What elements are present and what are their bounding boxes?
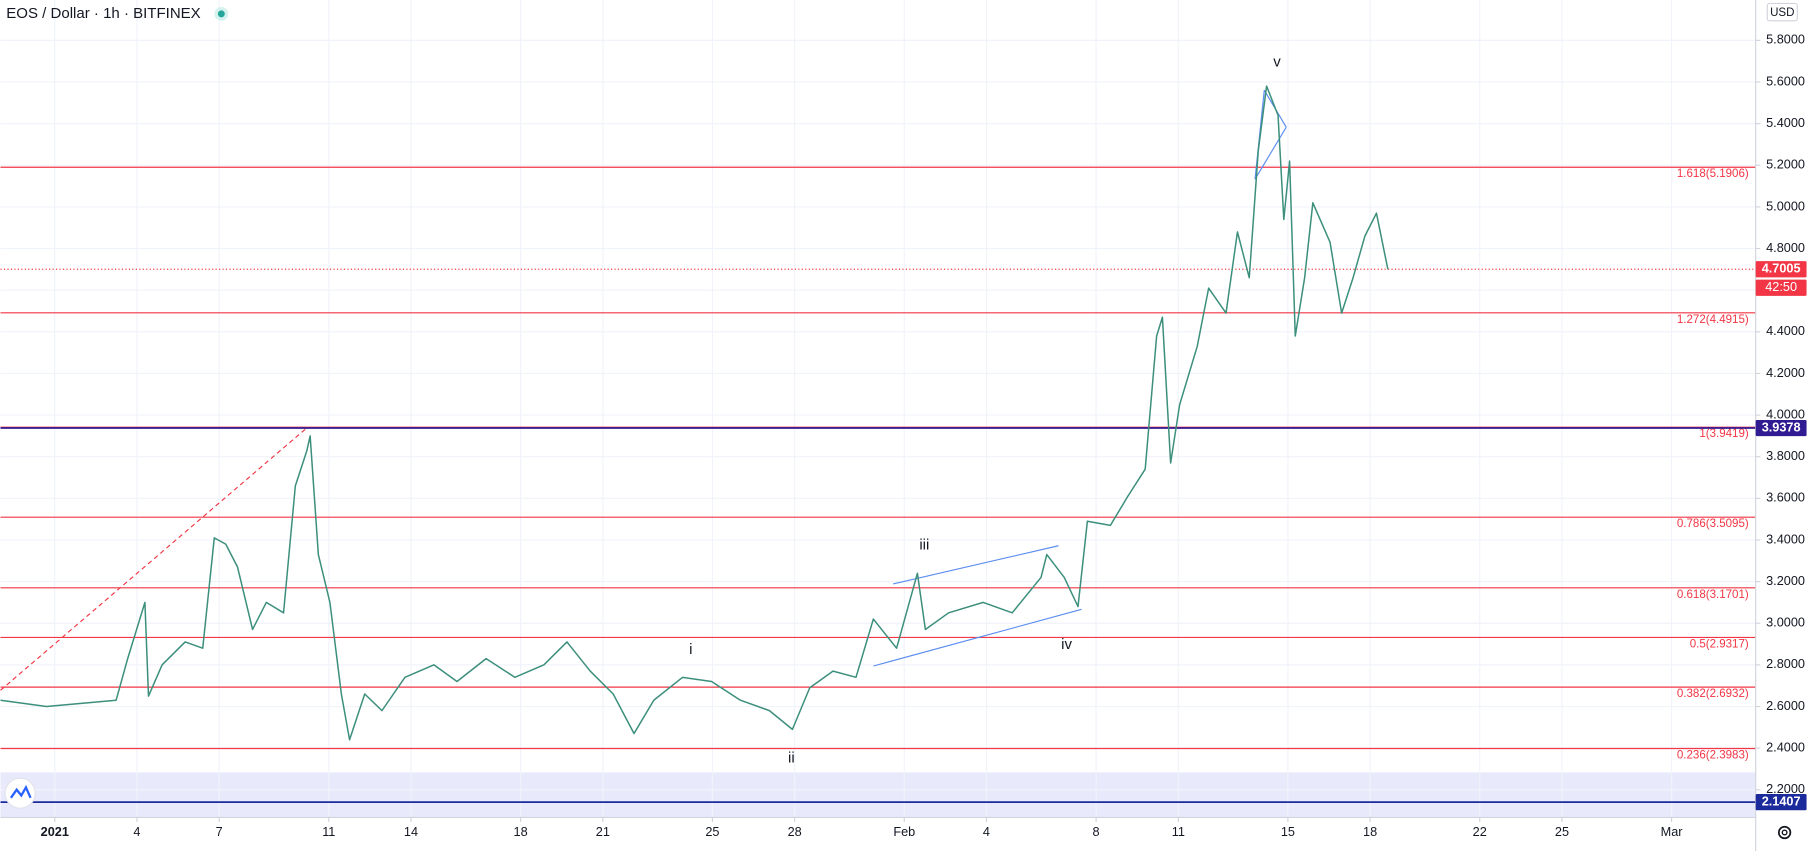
y-tick-label: 2.2000 [1766, 781, 1805, 796]
fib-level-label: 0.618(3.1701) [1677, 589, 1749, 601]
status-dot [217, 10, 225, 18]
y-tick-label: 3.2000 [1766, 573, 1805, 588]
x-tick-label: 21 [596, 824, 610, 839]
trend-line [1254, 126, 1287, 180]
x-tick-label: 8 [1093, 824, 1100, 839]
logo-icon [9, 784, 32, 799]
settings-gear-core[interactable] [1781, 829, 1788, 836]
currency: USD [1770, 7, 1794, 19]
trend-line [873, 608, 1082, 667]
x-tick-label: 11 [322, 824, 335, 839]
fib-level-label: 0.236(2.3983) [1677, 749, 1749, 761]
y-tick-label: 2.6000 [1766, 698, 1805, 713]
x-tick-label: 28 [788, 824, 802, 839]
x-tick-label: 4 [983, 824, 990, 839]
price-tag [1755, 419, 1807, 437]
fib-trend-line [0, 427, 308, 691]
settings-gear[interactable] [1777, 825, 1792, 840]
fib-level-label: 0.786(3.5095) [1677, 518, 1749, 530]
x-tick-label: 11 [1172, 824, 1185, 839]
y-tick-label: 3.0000 [1766, 615, 1805, 630]
wave-label: iii [919, 537, 929, 554]
price-line-series [0, 85, 1389, 741]
y-tick-label: 3.4000 [1766, 531, 1805, 546]
price-tag-label: 3.9378 [1762, 419, 1801, 434]
x-tick-label: 7 [216, 824, 223, 839]
chart-title: EOS / Dollar · 1h · BITFINEX [6, 5, 200, 22]
x-tick-label: 18 [514, 824, 528, 839]
x-tick-label: 14 [404, 824, 418, 839]
x-tick-label: 25 [1555, 824, 1569, 839]
fib-level-label: 1(3.9419) [1699, 428, 1749, 440]
countdown: 42:50 [1765, 279, 1797, 294]
x-tick-label: Mar [1661, 824, 1684, 839]
fib-level-label: 1.272(4.4915) [1677, 314, 1749, 326]
x-tick-label: 18 [1363, 824, 1377, 839]
y-tick-label: 5.6000 [1766, 73, 1805, 88]
y-tick-label: 4.8000 [1766, 240, 1805, 255]
logo [4, 777, 36, 809]
y-tick-label: 2.8000 [1766, 656, 1805, 671]
plot-area: 1.618(5.1906) 1.272(4.4915) 1(3.9419) 0.786… [0, 0, 1756, 818]
wave-label: i [689, 641, 692, 658]
x-tick-label: 25 [705, 824, 719, 839]
price-tag [1755, 794, 1807, 811]
shaded-zone [0, 772, 1756, 818]
x-tick-label: 15 [1281, 824, 1295, 839]
x-tick-label: 4 [133, 824, 140, 839]
fib-level-label: 1.618(5.1906) [1677, 168, 1749, 180]
header: EOS / Dollar · 1h · BITFINEX USD [6, 2, 1798, 22]
y-tick-label: 2.4000 [1766, 740, 1805, 755]
price-tag-label: 2.1407 [1762, 793, 1801, 808]
settings[interactable] [1777, 825, 1792, 840]
wave-label: iv [1061, 636, 1072, 653]
y-tick-label: 4.0000 [1766, 406, 1805, 421]
x-tick-label: 22 [1473, 824, 1487, 839]
fib-level-label: 0.5(2.9317) [1690, 638, 1749, 650]
currency-box [1766, 2, 1798, 22]
y-tick-label: 3.8000 [1766, 448, 1805, 463]
y-tick-label: 5.8000 [1766, 32, 1805, 47]
x-tick-label: 2021 [41, 824, 69, 839]
countdown-tag [1755, 279, 1807, 296]
price-tag-label: 4.7005 [1762, 261, 1801, 276]
trend-line [892, 545, 1059, 585]
y-tick-label: 5.4000 [1766, 115, 1805, 130]
fib-level-label: 0.382(2.6932) [1677, 688, 1749, 700]
y-tick-label: 3.6000 [1766, 490, 1805, 505]
y-tick-label: 5.2000 [1766, 157, 1805, 172]
y-tick-label: 4.2000 [1766, 365, 1805, 380]
wave-label: ii [788, 749, 795, 766]
y-tick-label: 5.0000 [1766, 198, 1805, 213]
x-tick-label: Feb [893, 824, 915, 839]
y-tick-label: 4.4000 [1766, 323, 1805, 338]
time-axis [0, 817, 1756, 851]
price-tag [1755, 261, 1807, 278]
wave-label: v [1273, 53, 1281, 70]
